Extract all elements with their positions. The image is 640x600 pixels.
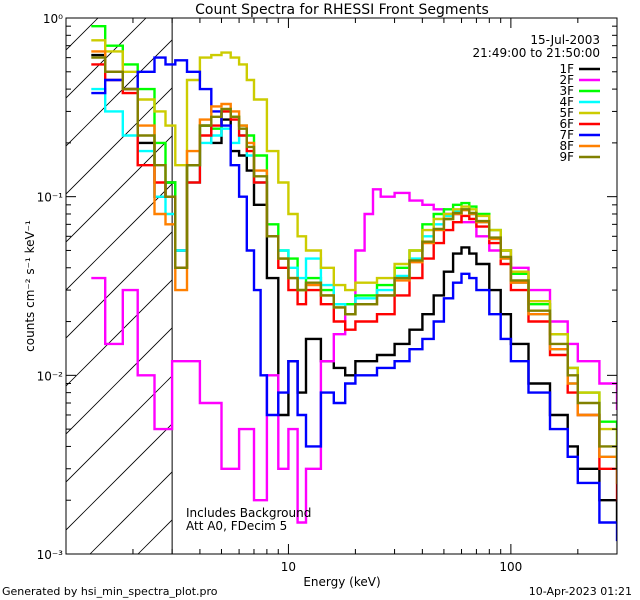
y-tick-label: 10⁻² <box>37 369 64 383</box>
legend-label-5f: 5F <box>559 106 574 120</box>
time-range-label: 21:49:00 to 21:50:00 <box>473 46 600 60</box>
hatch-stripe <box>66 423 173 531</box>
legend-label-9f: 9F <box>559 150 574 164</box>
series-5f-line <box>91 39 617 458</box>
y-tick-label: 10⁻¹ <box>37 191 64 205</box>
legend-label-7f: 7F <box>559 128 574 142</box>
annotation-attenuator: Att A0, FDecim 5 <box>186 519 287 533</box>
hatch-stripe <box>66 183 173 291</box>
legend-label-4f: 4F <box>559 95 574 109</box>
hatch-stripe <box>66 18 147 99</box>
y-tick-label: 10⁻³ <box>37 548 64 562</box>
hatch-stripe <box>66 375 173 483</box>
annotation-background: Includes Background <box>186 506 311 520</box>
legend-label-6f: 6F <box>559 117 574 131</box>
axis-ticks: 10 100 10⁰ 10⁻¹ 10⁻² 10⁻³ <box>37 12 618 574</box>
legend-label-8f: 8F <box>559 139 574 153</box>
legend-label-1f: 1F <box>559 62 574 76</box>
series-9f-line <box>91 56 617 470</box>
hatch-stripe <box>66 39 173 147</box>
footer-timestamp: 10-Apr-2023 01:21 <box>529 585 632 598</box>
x-tick-label: 10 <box>281 560 296 574</box>
x-tick-label: 100 <box>499 560 522 574</box>
chart-title: Count Spectra for RHESSI Front Segments <box>195 2 489 18</box>
y-tick-label: 10⁰ <box>43 12 63 26</box>
legend-label-2f: 2F <box>559 73 574 87</box>
hatch-stripe <box>66 87 173 195</box>
series-group <box>91 25 617 542</box>
legend-label-3f: 3F <box>559 84 574 98</box>
background-hatch-region <box>66 18 173 554</box>
plot-frame <box>65 17 618 555</box>
series-7f-line <box>91 56 617 542</box>
footer-generated-by: Generated by hsi_min_spectra_plot.pro <box>2 585 218 598</box>
series-6f-line <box>91 63 617 502</box>
date-label: 15-Jul-2003 <box>530 33 600 47</box>
y-axis-label: counts cm⁻² s⁻¹ keV⁻¹ <box>23 220 37 352</box>
series-2f-line <box>91 188 617 524</box>
x-axis-label: Energy (keV) <box>303 575 380 589</box>
hatch-stripe <box>66 231 173 339</box>
